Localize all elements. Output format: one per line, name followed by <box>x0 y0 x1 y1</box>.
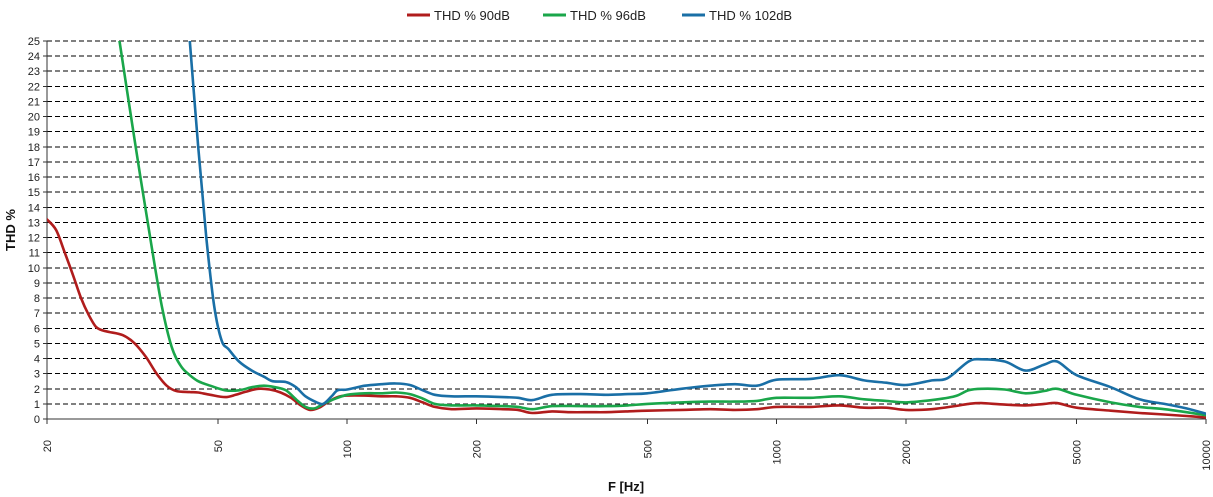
y-tick-label: 17 <box>28 157 40 169</box>
series-line-3 <box>188 41 1206 415</box>
y-tick-label: 18 <box>28 142 40 154</box>
y-tick-label: 8 <box>34 293 40 305</box>
chart-legend: THD % 90dB THD % 96dB THD % 102dB <box>407 8 792 23</box>
series-line-2 <box>118 41 1206 417</box>
x-tick-label: 10000 <box>1201 440 1213 471</box>
y-tick-label: 16 <box>28 172 40 184</box>
chart-series <box>47 41 1206 419</box>
y-tick-label: 24 <box>28 51 40 63</box>
series-line-1 <box>47 218 1206 419</box>
y-tick-label: 4 <box>34 354 40 366</box>
y-tick-label: 6 <box>34 323 40 335</box>
y-tick-label: 3 <box>34 369 40 381</box>
x-tick-label: 1000 <box>772 440 784 464</box>
y-tick-label: 11 <box>29 248 40 260</box>
y-tick-label: 23 <box>28 66 40 78</box>
chart-axes <box>46 41 1206 420</box>
x-tick-label: 50 <box>213 440 225 452</box>
x-tick-label: 2000 <box>901 440 913 464</box>
y-tick-label: 14 <box>28 202 40 214</box>
y-tick-label: 25 <box>28 36 40 48</box>
y-tick-label: 2 <box>34 384 40 396</box>
legend-label-1: THD % 90dB <box>434 8 510 23</box>
chart-grid <box>47 40 1206 405</box>
y-tick-label: 5 <box>34 338 40 350</box>
y-tick-label: 22 <box>28 81 40 93</box>
y-tick-label: 9 <box>34 278 40 290</box>
x-tick-label: 500 <box>642 440 654 458</box>
y-tick-label: 12 <box>28 233 40 245</box>
y-tick-label: 15 <box>28 187 40 199</box>
y-tick-label: 21 <box>28 96 40 108</box>
y-axis-title: THD % <box>3 209 18 251</box>
y-tick-label: 13 <box>28 217 40 229</box>
x-axis-ticks: 20 50 100 200 500 1000 2000 5000 10000 <box>42 419 1213 471</box>
y-tick-label: 19 <box>28 127 40 139</box>
y-tick-label: 20 <box>28 112 40 124</box>
x-tick-label: 200 <box>471 440 483 458</box>
y-tick-label: 10 <box>28 263 40 275</box>
x-tick-label: 5000 <box>1072 440 1084 464</box>
x-axis-title: F [Hz] <box>608 479 644 494</box>
legend-label-3: THD % 102dB <box>709 8 792 23</box>
x-tick-label: 100 <box>342 440 354 458</box>
legend-label-2: THD % 96dB <box>570 8 646 23</box>
y-tick-label: 0 <box>34 414 40 426</box>
y-axis-ticks: 0123456789101112131415161718192021222324… <box>28 36 47 426</box>
y-tick-label: 1 <box>34 399 40 411</box>
y-tick-label: 7 <box>34 308 40 320</box>
x-tick-label: 20 <box>42 440 54 452</box>
